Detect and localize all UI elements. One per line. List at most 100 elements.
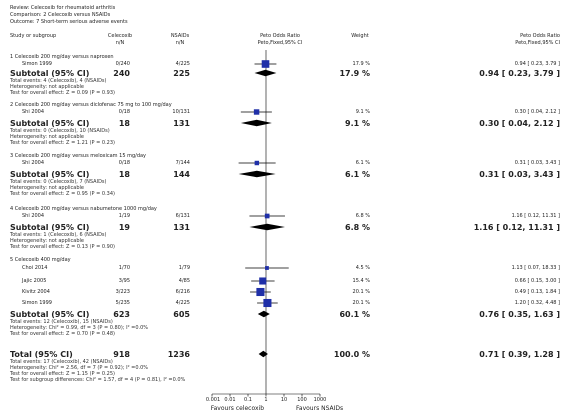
study-exp: 0/240 xyxy=(115,61,130,67)
study-name: Shi 2004 xyxy=(22,213,45,219)
axis-tick-label: 0.001 xyxy=(205,397,221,403)
axis-tick-label: 1000 xyxy=(313,397,327,403)
note-line: Total events: 0 (Celecoxib), 10 (NSAIDs) xyxy=(10,128,110,134)
axis-tick-label: 0.01 xyxy=(224,397,236,403)
subtotal-exp: 18 xyxy=(118,119,130,128)
group-title: 4 Celecoxib 200 mg/day versus nabumetone… xyxy=(10,206,157,212)
subtotal-exp: 623 xyxy=(113,310,130,319)
note-line: Test for overall effect: Z = 0.09 (P = 0… xyxy=(10,90,115,96)
total-ctl: 1236 xyxy=(167,350,190,359)
study-square xyxy=(254,160,260,166)
col-exp-header: Celecoxib xyxy=(107,33,133,39)
study-ctl: 4/85 xyxy=(178,278,190,284)
study-ci: 1.13 [ 0.07, 18.33 ] xyxy=(511,265,560,271)
outcome-title: Outcome: 7 Short-term serious adverse ev… xyxy=(10,19,128,25)
study-exp: 0/18 xyxy=(118,160,130,166)
review-title: Review: Celecoxib for rheumatoid arthrit… xyxy=(10,5,116,11)
study-ci: 0.49 [ 0.13, 1.84 ] xyxy=(514,289,560,295)
subtotal-diamond xyxy=(257,310,270,318)
study-ctl: 7/144 xyxy=(175,160,190,166)
study-weight: 6.1 % xyxy=(355,160,370,166)
study-name: Shi 2004 xyxy=(22,160,45,166)
col-plot-sub-header: Peto,Fixed,95% CI xyxy=(257,40,303,46)
study-ctl: 4/225 xyxy=(175,61,190,67)
subtotal-diamond xyxy=(249,223,285,231)
note-line: Test for overall effect: Z = 0.95 (P = 0… xyxy=(10,191,115,197)
note-line: Total events: 0 (Celecoxib), 7 (NSAIDs) xyxy=(10,179,107,185)
note-line: Heterogeneity: not applicable xyxy=(10,134,85,140)
study-exp: 3/95 xyxy=(118,278,130,284)
subtotal-diamond xyxy=(240,119,272,127)
note-line: Test for overall effect: Z = 0.13 (P = 0… xyxy=(10,244,115,250)
axis-tick-label: 0.1 xyxy=(244,397,252,403)
subtotal-ci: 1.16 [ 0.12, 11.31 ] xyxy=(473,223,560,232)
study-ctl: 6/216 xyxy=(175,289,190,295)
study-square xyxy=(263,298,272,308)
study-weight: 9.1 % xyxy=(355,109,370,115)
study-exp: 5/235 xyxy=(115,300,130,306)
study-name: Simon 1999 xyxy=(22,300,52,306)
study-name: Shi 2004 xyxy=(22,109,45,115)
favours-left-label: Favours celecoxib xyxy=(210,405,264,412)
subtotal-weight: 6.8 % xyxy=(345,223,370,232)
study-square xyxy=(261,60,270,68)
subtotal-weight: 17.9 % xyxy=(339,69,370,78)
subtotal-weight: 9.1 % xyxy=(345,119,370,128)
subtotal-weight: 60.1 % xyxy=(339,310,370,319)
group-title: 1 Celecoxib 200 mg/day versus naproxen xyxy=(10,54,114,60)
subtotal-weight: 6.1 % xyxy=(345,170,370,179)
study-square xyxy=(253,109,260,115)
col-study-header: Study or subgroup xyxy=(10,33,57,39)
study-square xyxy=(259,277,267,285)
total-ci: 0.71 [ 0.39, 1.28 ] xyxy=(479,350,560,359)
note-line: Test for overall effect: Z = 1.15 (P = 0… xyxy=(10,371,115,377)
note-line: Heterogeneity: not applicable xyxy=(10,84,85,90)
subtotal-exp: 240 xyxy=(113,69,130,78)
favours-right-label: Favours NSAIDs xyxy=(296,405,344,412)
study-ctl: 10/131 xyxy=(172,109,190,115)
axis-tick-label: 10 xyxy=(280,397,288,403)
study-name: Simon 1999 xyxy=(22,61,52,67)
study-name: Jajic 2005 xyxy=(22,278,47,284)
note-line: Total events: 17 (Celecoxib), 42 (NSAIDs… xyxy=(10,359,113,365)
note-line: Test for subgroup differences: Chi² = 1.… xyxy=(10,377,186,383)
total-diamond xyxy=(258,350,268,358)
col-ctl-n-header: n/N xyxy=(175,40,185,46)
subtotal-ctl: 225 xyxy=(173,69,190,78)
study-weight: 20.1 % xyxy=(352,289,370,295)
note-line: Heterogeneity: not applicable xyxy=(10,238,85,244)
study-weight: 17.9 % xyxy=(352,61,370,67)
study-exp: 0/18 xyxy=(118,109,130,115)
study-square xyxy=(256,287,265,297)
total-weight: 100.0 % xyxy=(333,350,370,359)
note-line: Total events: 4 (Celecoxib), 4 (NSAIDs) xyxy=(10,78,107,84)
group-title: 5 Celecoxib 400 mg/day xyxy=(10,257,71,263)
note-line: Test for overall effect: Z = 0.70 (P = 0… xyxy=(10,331,115,337)
subtotal-ci: 0.76 [ 0.35, 1.63 ] xyxy=(479,310,560,319)
study-ci: 0.66 [ 0.15, 3.00 ] xyxy=(514,278,560,284)
subtotal-ci: 0.94 [ 0.23, 3.79 ] xyxy=(479,69,560,78)
study-ctl: 6/131 xyxy=(175,213,190,219)
col-weight-header: Weight xyxy=(351,33,369,39)
group-title: 3 Celecoxib 200 mg/day versus meloxicam … xyxy=(10,153,147,159)
study-exp: 1/70 xyxy=(118,265,130,271)
subtotal-ctl: 131 xyxy=(173,119,190,128)
col-exp-n-header: n/N xyxy=(115,40,125,46)
subtotal-exp: 18 xyxy=(118,170,130,179)
study-ctl: 4/225 xyxy=(175,300,190,306)
study-square xyxy=(264,213,270,219)
subtotal-label: Subtotal (95% CI) xyxy=(10,310,90,319)
study-ci: 0.94 [ 0.23, 3.79 ] xyxy=(514,61,560,67)
subtotal-ci: 0.31 [ 0.03, 3.43 ] xyxy=(479,170,560,179)
col-or-header: Peto Odds Ratio xyxy=(520,33,560,39)
note-line: Heterogeneity: Chi² = 2.56, df = 7 (P = … xyxy=(10,365,149,371)
subtotal-ctl: 131 xyxy=(173,223,190,232)
study-name: Kivitz 2004 xyxy=(22,289,50,295)
total-label: Total (95% CI) xyxy=(10,350,73,359)
axis-tick-label: 100 xyxy=(297,397,307,403)
note-line: Test for overall effect: Z = 1.21 (P = 0… xyxy=(10,140,115,146)
subtotal-label: Subtotal (95% CI) xyxy=(10,223,90,232)
col-or-sub-header: Peto,Fixed,95% CI xyxy=(515,40,560,46)
study-weight: 4.5 % xyxy=(355,265,370,271)
